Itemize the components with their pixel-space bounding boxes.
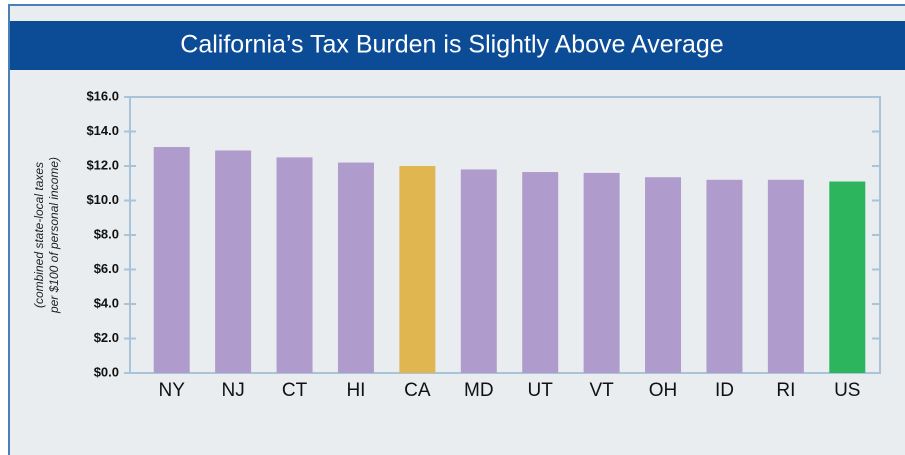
bar [153, 147, 190, 373]
x-tick-label: US [834, 380, 860, 401]
bar [645, 177, 682, 373]
bar [829, 181, 866, 373]
x-tick-label: UT [528, 380, 554, 401]
y-tick-label: $4.0 [94, 295, 119, 310]
y-tick-label: $6.0 [94, 261, 119, 276]
x-tick-label: ID [715, 380, 734, 401]
x-tick-label: VT [589, 380, 614, 401]
y-tick-label: $10.0 [86, 192, 119, 207]
bar [460, 169, 497, 373]
y-tick-label: $0.0 [94, 364, 119, 379]
bar [583, 172, 620, 373]
x-tick-label: CA [404, 380, 431, 401]
bar [337, 162, 374, 373]
x-tick-label: NJ [222, 380, 245, 401]
bar [276, 157, 313, 373]
title-band [10, 21, 905, 70]
x-tick-label: RI [776, 380, 795, 401]
bar [767, 179, 804, 373]
x-tick-label: MD [464, 380, 494, 401]
y-tick-label: $16.0 [86, 88, 119, 103]
y-tick-label: $2.0 [94, 330, 119, 345]
bar [522, 172, 559, 373]
x-tick-label: CT [282, 380, 308, 401]
y-axis-label: (combined state-local taxes per $100 of … [32, 157, 61, 314]
x-tick-label: OH [649, 380, 678, 401]
bar [706, 179, 743, 373]
y-axis-label-line: (combined state-local taxes [32, 162, 46, 308]
chart-title: California’s Tax Burden is Slightly Abov… [180, 31, 723, 59]
x-tick-label: NY [159, 380, 186, 401]
bar [399, 166, 436, 373]
bar [215, 150, 252, 373]
y-tick-label: $12.0 [86, 157, 119, 172]
y-tick-label: $8.0 [94, 226, 119, 241]
y-tick-label: $14.0 [86, 123, 119, 138]
y-axis-label-line: per $100 of personal income) [47, 157, 61, 314]
x-tick-label: HI [346, 380, 365, 401]
